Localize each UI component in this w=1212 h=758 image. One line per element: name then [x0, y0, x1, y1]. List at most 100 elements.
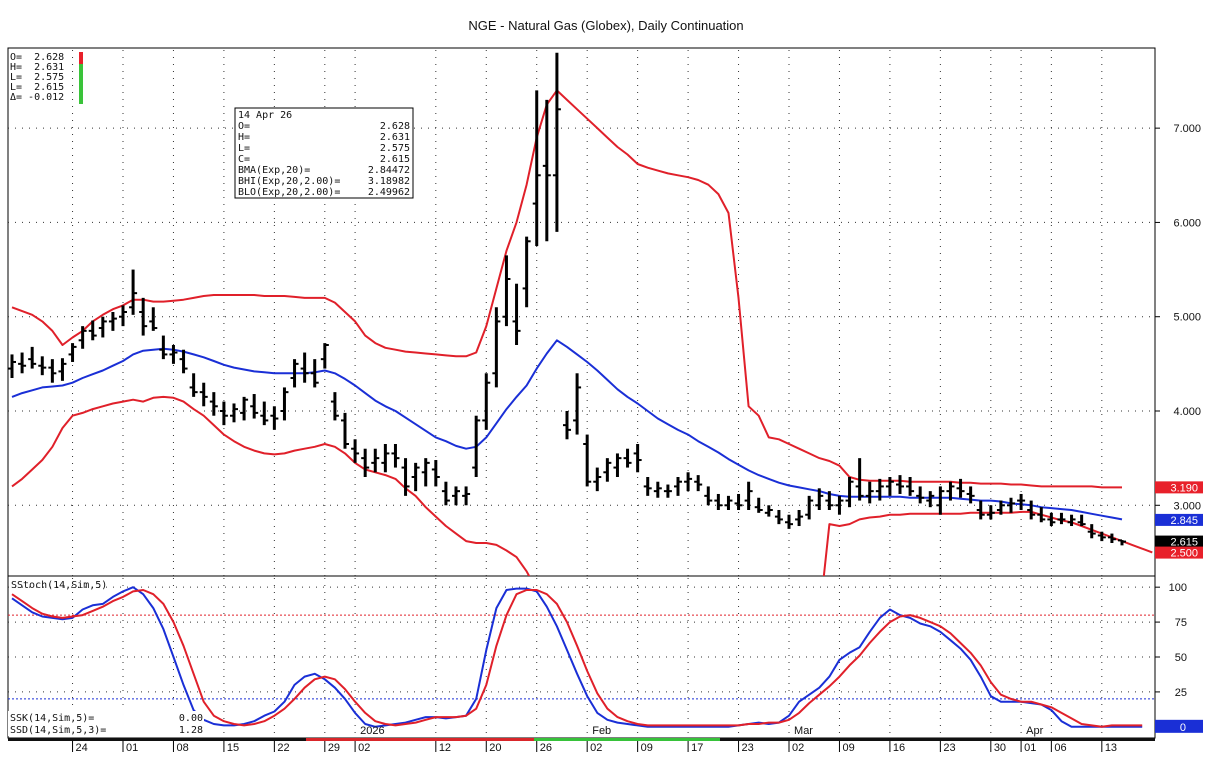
ohlc-bar: [734, 493, 743, 510]
osc-tick-label: 75: [1175, 617, 1187, 629]
time-strip-red: [306, 738, 534, 741]
ohlc-bar: [1017, 493, 1026, 510]
x-tick-label: 15: [227, 742, 239, 754]
info-label: BLO(Exp,20,2.00)=: [238, 187, 340, 198]
ohlc-bar: [623, 448, 632, 468]
oscillator-label: SStoch(14,Sim,5): [11, 580, 107, 591]
readout-line: Δ= -0.012: [10, 92, 64, 103]
x-tick-label: 16: [893, 742, 905, 754]
price-badge-label: 2.845: [1170, 515, 1198, 527]
info-value: 2.49962: [368, 187, 410, 198]
price-tick-label: 5.000: [1173, 312, 1201, 324]
info-box[interactable]: 14 Apr 26 O= 2.628 H= 2.631 L= 2.575 C= …: [234, 107, 414, 199]
osc-readout-label: SSD(14,Sim,5,3)=: [10, 725, 106, 736]
osc-badge: [1155, 719, 1203, 733]
x-tick-label: 24: [76, 742, 88, 754]
ohlc-bar: [694, 475, 703, 492]
price-tick-label: 3.000: [1173, 500, 1201, 512]
ohlc-bar: [986, 505, 995, 520]
osc-badge-label: 0: [1180, 722, 1186, 734]
osc-tick-label: 100: [1169, 582, 1187, 594]
x-tick-label: 02: [590, 742, 602, 754]
ohlc-bar: [441, 481, 450, 506]
x-tick-label: 30: [994, 742, 1006, 754]
ohlc-bar: [189, 373, 198, 397]
info-label: L=: [238, 143, 250, 154]
ohlc-bar: [633, 444, 642, 473]
ohlc-bar: [865, 481, 874, 504]
ohlc-bar: [613, 453, 622, 477]
ohlc-bar: [199, 382, 208, 407]
ohlc-bar: [724, 495, 733, 510]
x-tick-label: 23: [742, 742, 754, 754]
price-tick-label: 4.000: [1173, 406, 1201, 418]
ohlc-bar: [542, 99, 551, 242]
info-label: H=: [238, 132, 250, 143]
price-badge: [1155, 513, 1203, 526]
ohlc-bar: [492, 307, 501, 388]
x-tick-label: 01: [126, 742, 138, 754]
ohlc-bar: [320, 343, 329, 369]
readout-bar-red: [79, 52, 83, 64]
ohlc-bar: [78, 326, 87, 349]
osc-tick-label: 50: [1175, 652, 1187, 664]
ohlc-bar: [169, 345, 178, 364]
info-label: BHI(Exp,20,2.00)=: [238, 176, 340, 187]
info-label: BMA(Exp,20)=: [238, 165, 310, 176]
ohlc-bar: [260, 401, 269, 426]
ohlc-bar: [381, 444, 390, 473]
x-tick-label: 02: [792, 742, 804, 754]
ohlc-bar: [795, 510, 804, 527]
ohlc-bar: [563, 411, 571, 440]
series-line-bhi: [11, 89, 1122, 489]
ohlc-bar: [946, 481, 955, 501]
ohlc-bar: [391, 444, 400, 468]
x-month-label: 2026: [360, 725, 384, 737]
x-tick-label: 22: [277, 742, 289, 754]
x-month-label: Apr: [1026, 725, 1043, 737]
ohlc-bar: [149, 307, 158, 331]
ohlc-bar: [209, 392, 218, 416]
price-tick-label: 7.000: [1173, 123, 1201, 135]
band-lines: [11, 89, 1153, 576]
ohlc-bar: [290, 359, 299, 388]
x-month-label: Feb: [592, 725, 611, 737]
ohlc-bar: [219, 401, 228, 426]
ohlc-bar: [704, 486, 713, 506]
info-value: 2.631: [380, 132, 410, 143]
price-badge-label: 3.190: [1170, 482, 1198, 494]
osc-readout-value: 1.28: [179, 725, 203, 736]
ohlc-bar: [230, 403, 238, 423]
ohlc-bar: [8, 354, 16, 378]
ohlc-bar: [472, 415, 481, 477]
info-value: 3.18982: [368, 176, 410, 187]
osc-readout-value: 0.00: [179, 713, 203, 724]
ohlc-bar: [593, 467, 602, 492]
ohlc-bar: [1067, 514, 1076, 527]
ohlc-bar: [139, 297, 148, 336]
ohlc-bar: [653, 481, 662, 498]
ohlc-bar: [966, 486, 975, 504]
osc-readout-label: SSK(14,Sim,5)=: [10, 713, 94, 724]
ohlc-bar: [18, 352, 27, 374]
ohlc-bar: [361, 448, 370, 477]
info-value: 2.628: [380, 121, 410, 132]
ohlc-bar: [552, 52, 561, 232]
x-tick-label: 08: [176, 742, 188, 754]
x-tick-label: 06: [1054, 742, 1066, 754]
ohlc-bar: [835, 495, 844, 515]
ohlc-bar: [1087, 524, 1096, 539]
ohlc-bar: [512, 283, 521, 345]
ohlc-bar: [674, 477, 682, 496]
ohlc-bar: [936, 486, 945, 515]
time-strip-black: [8, 738, 306, 741]
ohlc-bar: [401, 458, 410, 496]
ohlc-bar: [270, 406, 279, 430]
x-tick-label: 26: [540, 742, 552, 754]
time-strip-green: [534, 738, 720, 741]
ohlc-bar: [1057, 512, 1066, 525]
ohlc-bar: [916, 486, 925, 504]
ohlc-bar: [250, 394, 259, 419]
info-value: 2.575: [380, 143, 410, 154]
